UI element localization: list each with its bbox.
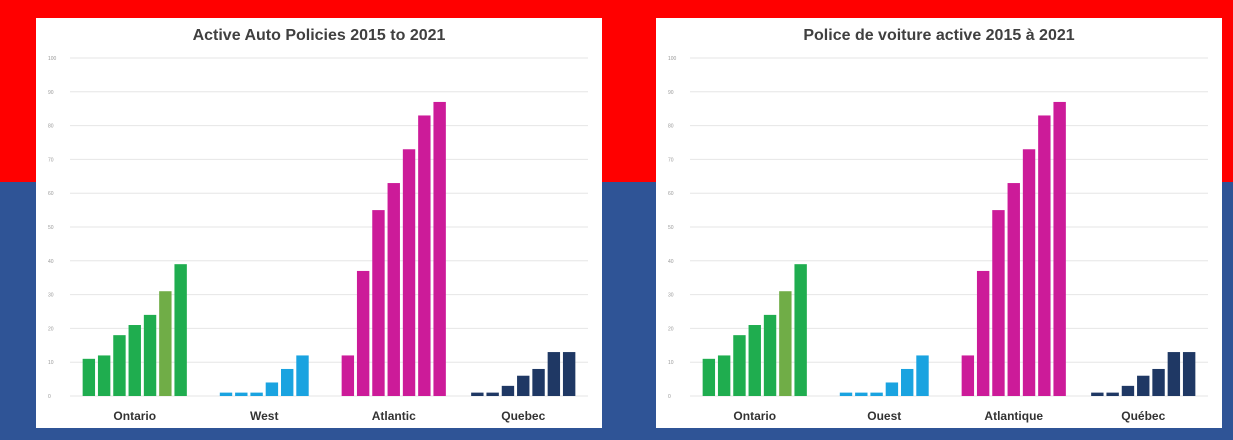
bar-ontario-1 (82, 358, 96, 396)
bar-atlantique-3 (992, 210, 1005, 396)
category-label: Atlantique (984, 409, 1043, 423)
bar-atlantic-7 (433, 101, 446, 396)
y-tick-label: 90 (668, 90, 674, 96)
bar-quebec-2 (486, 392, 499, 396)
bar-west-2 (235, 392, 248, 396)
y-tick-label: 60 (48, 191, 54, 197)
bar-ontario-3 (113, 335, 126, 396)
bar-chart-english: 0 10 20 30 40 50 60 70 80 90 100 Ontario West Atlanti… (48, 56, 588, 423)
bar-quebec-6 (547, 352, 561, 396)
category-label: Ouest (867, 409, 901, 423)
bar-atlantique-7 (1053, 101, 1066, 396)
y-tick-label: 10 (668, 360, 674, 366)
bar-ontario-5 (763, 314, 777, 396)
y-tick-label: 100 (668, 56, 677, 62)
bar-ouest-6 (916, 355, 929, 396)
bar-ontario-2 (717, 355, 731, 396)
bar-ontario-2 (97, 355, 111, 396)
y-tick-label: 30 (668, 293, 674, 299)
bar-chart-french: 0 10 20 30 40 50 60 70 80 90 100 Ontario Ouest Atlant… (668, 56, 1208, 423)
bar-atlantic-6 (418, 115, 431, 397)
y-tick-label: 30 (48, 293, 54, 299)
bar-ontario-7 (794, 264, 807, 396)
y-tick-label: 80 (668, 124, 674, 130)
bar-west-4 (265, 382, 279, 396)
bar-ouest-1 (839, 392, 853, 396)
bar-west-1 (219, 392, 233, 396)
bar-ontario-3 (733, 335, 746, 396)
chart-title: Active Auto Policies 2015 to 2021 (192, 27, 446, 44)
bar-quebec-7 (562, 352, 576, 396)
y-tick-label: 20 (668, 326, 674, 332)
y-tick-label: 50 (48, 225, 54, 231)
bar-ontario-6 (779, 291, 792, 396)
y-tick-label: 70 (668, 157, 674, 163)
category-label: Ontario (113, 409, 156, 423)
y-tick-label: 0 (48, 394, 51, 400)
bar-atlantic-1 (341, 355, 355, 396)
bar-quebec-5 (532, 368, 545, 396)
bar-ouest-4 (885, 382, 899, 396)
bar-west-5 (281, 368, 294, 396)
bar-atlantique-4 (1007, 183, 1020, 396)
y-tick-label: 80 (48, 124, 54, 130)
bar-québec-3 (1121, 385, 1135, 396)
bar-atlantique-5 (1022, 149, 1036, 396)
bar-ouest-5 (901, 368, 914, 396)
bar-quebec-4 (517, 375, 530, 396)
y-tick-label: 60 (668, 191, 674, 197)
y-tick-label: 90 (48, 90, 54, 96)
bar-quebec-3 (501, 385, 515, 396)
bar-atlantique-6 (1038, 115, 1051, 397)
bar-west-3 (250, 392, 263, 396)
y-tick-label: 40 (668, 259, 674, 265)
category-label: West (250, 409, 278, 423)
chart-panel-french: Police de voiture active 2015 à 2021 0 10… (656, 18, 1222, 428)
bar-québec-7 (1182, 352, 1196, 396)
bar-ontario-4 (128, 325, 141, 396)
category-label: Atlantic (372, 409, 416, 423)
bar-ontario-4 (748, 325, 761, 396)
bar-ontario-5 (143, 314, 157, 396)
y-tick-label: 100 (48, 56, 57, 62)
bar-ontario-7 (174, 264, 187, 396)
y-tick-label: 10 (48, 360, 54, 366)
bar-quebec-1 (471, 392, 484, 396)
category-label: Ontario (733, 409, 776, 423)
bar-atlantique-1 (961, 355, 975, 396)
bar-west-6 (296, 355, 309, 396)
category-label: Québec (1121, 409, 1165, 423)
y-tick-label: 40 (48, 259, 54, 265)
y-tick-label: 0 (668, 394, 671, 400)
bar-atlantique-2 (976, 270, 990, 396)
bar-québec-5 (1152, 368, 1165, 396)
y-tick-label: 20 (48, 326, 54, 332)
bar-québec-1 (1091, 392, 1104, 396)
bar-atlantic-4 (387, 183, 400, 396)
bar-atlantic-3 (372, 210, 385, 396)
chart-title: Police de voiture active 2015 à 2021 (803, 27, 1075, 44)
y-tick-label: 50 (668, 225, 674, 231)
bar-ouest-3 (870, 392, 883, 396)
bar-ontario-6 (159, 291, 172, 396)
y-tick-label: 70 (48, 157, 54, 163)
bar-québec-2 (1106, 392, 1119, 396)
category-label: Quebec (501, 409, 545, 423)
chart-panel-english: Active Auto Policies 2015 to 2021 0 10 20 3… (36, 18, 602, 428)
bar-québec-6 (1167, 352, 1181, 396)
bar-atlantic-5 (402, 149, 416, 396)
bar-atlantic-2 (356, 270, 370, 396)
bar-ontario-1 (702, 358, 716, 396)
bar-ouest-2 (855, 392, 868, 396)
bar-québec-4 (1137, 375, 1150, 396)
